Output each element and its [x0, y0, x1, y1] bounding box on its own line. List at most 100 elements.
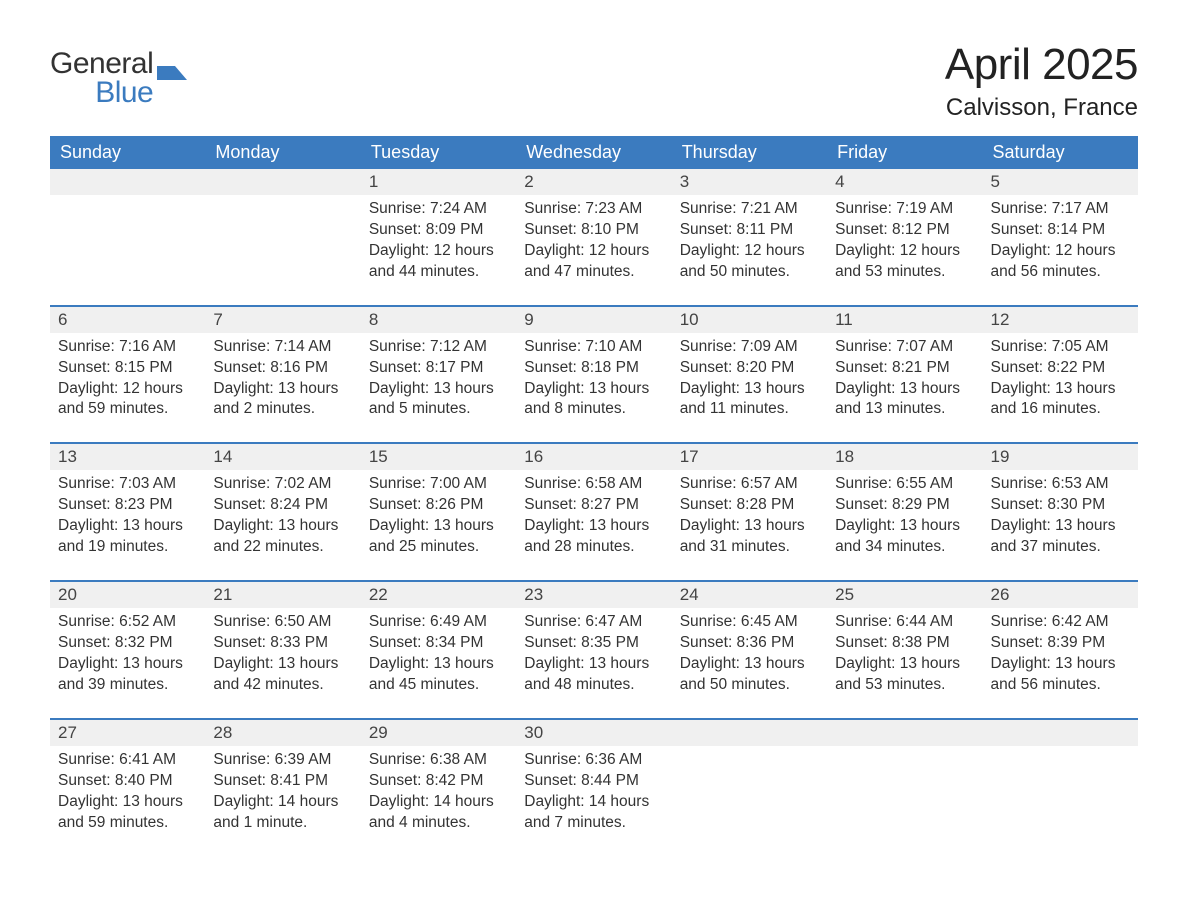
day-body: Sunrise: 6:55 AMSunset: 8:29 PMDaylight:…	[827, 470, 982, 564]
daylight-text: Daylight: 12 hours and 47 minutes.	[524, 241, 663, 283]
sunset-text: Sunset: 8:40 PM	[58, 771, 197, 792]
sunrise-text: Sunrise: 6:49 AM	[369, 612, 508, 633]
sunset-text: Sunset: 8:16 PM	[213, 358, 352, 379]
day-body: Sunrise: 7:00 AMSunset: 8:26 PMDaylight:…	[361, 470, 516, 564]
day-body: Sunrise: 7:21 AMSunset: 8:11 PMDaylight:…	[672, 195, 827, 289]
day-body: Sunrise: 7:24 AMSunset: 8:09 PMDaylight:…	[361, 195, 516, 289]
calendar-day: 17Sunrise: 6:57 AMSunset: 8:28 PMDayligh…	[672, 444, 827, 564]
day-body: Sunrise: 6:53 AMSunset: 8:30 PMDaylight:…	[983, 470, 1138, 564]
calendar-day: 5Sunrise: 7:17 AMSunset: 8:14 PMDaylight…	[983, 169, 1138, 289]
day-number: 30	[516, 720, 671, 746]
sunrise-text: Sunrise: 6:45 AM	[680, 612, 819, 633]
day-body: Sunrise: 6:57 AMSunset: 8:28 PMDaylight:…	[672, 470, 827, 564]
day-number	[672, 720, 827, 746]
calendar-week: 20Sunrise: 6:52 AMSunset: 8:32 PMDayligh…	[50, 580, 1138, 702]
sunset-text: Sunset: 8:29 PM	[835, 495, 974, 516]
sunset-text: Sunset: 8:11 PM	[680, 220, 819, 241]
daylight-text: Daylight: 13 hours and 42 minutes.	[213, 654, 352, 696]
calendar-day: 18Sunrise: 6:55 AMSunset: 8:29 PMDayligh…	[827, 444, 982, 564]
calendar-day	[827, 720, 982, 840]
sunrise-text: Sunrise: 7:14 AM	[213, 337, 352, 358]
daylight-text: Daylight: 13 hours and 22 minutes.	[213, 516, 352, 558]
daylight-text: Daylight: 12 hours and 56 minutes.	[991, 241, 1130, 283]
daylight-text: Daylight: 13 hours and 56 minutes.	[991, 654, 1130, 696]
sunset-text: Sunset: 8:41 PM	[213, 771, 352, 792]
daylight-text: Daylight: 13 hours and 50 minutes.	[680, 654, 819, 696]
day-number: 22	[361, 582, 516, 608]
calendar-day: 15Sunrise: 7:00 AMSunset: 8:26 PMDayligh…	[361, 444, 516, 564]
day-number: 6	[50, 307, 205, 333]
calendar-day: 28Sunrise: 6:39 AMSunset: 8:41 PMDayligh…	[205, 720, 360, 840]
day-number: 13	[50, 444, 205, 470]
day-body: Sunrise: 6:50 AMSunset: 8:33 PMDaylight:…	[205, 608, 360, 702]
sunrise-text: Sunrise: 6:38 AM	[369, 750, 508, 771]
day-number: 27	[50, 720, 205, 746]
day-number: 12	[983, 307, 1138, 333]
day-number	[205, 169, 360, 195]
day-number: 3	[672, 169, 827, 195]
calendar-day: 14Sunrise: 7:02 AMSunset: 8:24 PMDayligh…	[205, 444, 360, 564]
day-number: 26	[983, 582, 1138, 608]
calendar-week: 1Sunrise: 7:24 AMSunset: 8:09 PMDaylight…	[50, 169, 1138, 289]
daylight-text: Daylight: 13 hours and 39 minutes.	[58, 654, 197, 696]
sunset-text: Sunset: 8:09 PM	[369, 220, 508, 241]
daylight-text: Daylight: 12 hours and 50 minutes.	[680, 241, 819, 283]
sunrise-text: Sunrise: 7:00 AM	[369, 474, 508, 495]
sunset-text: Sunset: 8:32 PM	[58, 633, 197, 654]
sunset-text: Sunset: 8:34 PM	[369, 633, 508, 654]
sunrise-text: Sunrise: 6:58 AM	[524, 474, 663, 495]
dow-friday: Friday	[827, 136, 982, 169]
sunrise-text: Sunrise: 6:41 AM	[58, 750, 197, 771]
daylight-text: Daylight: 12 hours and 53 minutes.	[835, 241, 974, 283]
dow-monday: Monday	[205, 136, 360, 169]
day-body: Sunrise: 7:16 AMSunset: 8:15 PMDaylight:…	[50, 333, 205, 427]
calendar-day: 21Sunrise: 6:50 AMSunset: 8:33 PMDayligh…	[205, 582, 360, 702]
sunrise-text: Sunrise: 6:42 AM	[991, 612, 1130, 633]
calendar-day: 27Sunrise: 6:41 AMSunset: 8:40 PMDayligh…	[50, 720, 205, 840]
calendar-day	[205, 169, 360, 289]
day-number: 16	[516, 444, 671, 470]
sunset-text: Sunset: 8:42 PM	[369, 771, 508, 792]
sunset-text: Sunset: 8:24 PM	[213, 495, 352, 516]
sunset-text: Sunset: 8:26 PM	[369, 495, 508, 516]
day-body: Sunrise: 7:12 AMSunset: 8:17 PMDaylight:…	[361, 333, 516, 427]
daylight-text: Daylight: 13 hours and 48 minutes.	[524, 654, 663, 696]
day-body: Sunrise: 7:07 AMSunset: 8:21 PMDaylight:…	[827, 333, 982, 427]
sunrise-text: Sunrise: 6:57 AM	[680, 474, 819, 495]
day-body: Sunrise: 6:49 AMSunset: 8:34 PMDaylight:…	[361, 608, 516, 702]
day-number	[983, 720, 1138, 746]
calendar-day: 2Sunrise: 7:23 AMSunset: 8:10 PMDaylight…	[516, 169, 671, 289]
sunrise-text: Sunrise: 6:44 AM	[835, 612, 974, 633]
day-body: Sunrise: 6:47 AMSunset: 8:35 PMDaylight:…	[516, 608, 671, 702]
calendar-day	[50, 169, 205, 289]
sunrise-text: Sunrise: 6:53 AM	[991, 474, 1130, 495]
daylight-text: Daylight: 13 hours and 37 minutes.	[991, 516, 1130, 558]
daylight-text: Daylight: 12 hours and 44 minutes.	[369, 241, 508, 283]
calendar-day: 19Sunrise: 6:53 AMSunset: 8:30 PMDayligh…	[983, 444, 1138, 564]
daylight-text: Daylight: 14 hours and 4 minutes.	[369, 792, 508, 834]
calendar-day: 9Sunrise: 7:10 AMSunset: 8:18 PMDaylight…	[516, 307, 671, 427]
day-number: 8	[361, 307, 516, 333]
daylight-text: Daylight: 13 hours and 8 minutes.	[524, 379, 663, 421]
dow-thursday: Thursday	[672, 136, 827, 169]
weeks-container: 1Sunrise: 7:24 AMSunset: 8:09 PMDaylight…	[50, 169, 1138, 839]
daylight-text: Daylight: 13 hours and 28 minutes.	[524, 516, 663, 558]
day-number: 21	[205, 582, 360, 608]
calendar-day: 24Sunrise: 6:45 AMSunset: 8:36 PMDayligh…	[672, 582, 827, 702]
sunset-text: Sunset: 8:30 PM	[991, 495, 1130, 516]
sunrise-text: Sunrise: 7:10 AM	[524, 337, 663, 358]
day-body: Sunrise: 6:44 AMSunset: 8:38 PMDaylight:…	[827, 608, 982, 702]
daylight-text: Daylight: 12 hours and 59 minutes.	[58, 379, 197, 421]
daylight-text: Daylight: 13 hours and 11 minutes.	[680, 379, 819, 421]
day-number: 7	[205, 307, 360, 333]
calendar-day: 7Sunrise: 7:14 AMSunset: 8:16 PMDaylight…	[205, 307, 360, 427]
title-block: April 2025 Calvisson, France	[945, 40, 1138, 122]
header: General Blue April 2025 Calvisson, Franc…	[50, 40, 1138, 122]
daylight-text: Daylight: 13 hours and 5 minutes.	[369, 379, 508, 421]
calendar-day	[983, 720, 1138, 840]
day-number: 10	[672, 307, 827, 333]
sunset-text: Sunset: 8:22 PM	[991, 358, 1130, 379]
calendar-day: 3Sunrise: 7:21 AMSunset: 8:11 PMDaylight…	[672, 169, 827, 289]
sunset-text: Sunset: 8:28 PM	[680, 495, 819, 516]
calendar-day: 6Sunrise: 7:16 AMSunset: 8:15 PMDaylight…	[50, 307, 205, 427]
